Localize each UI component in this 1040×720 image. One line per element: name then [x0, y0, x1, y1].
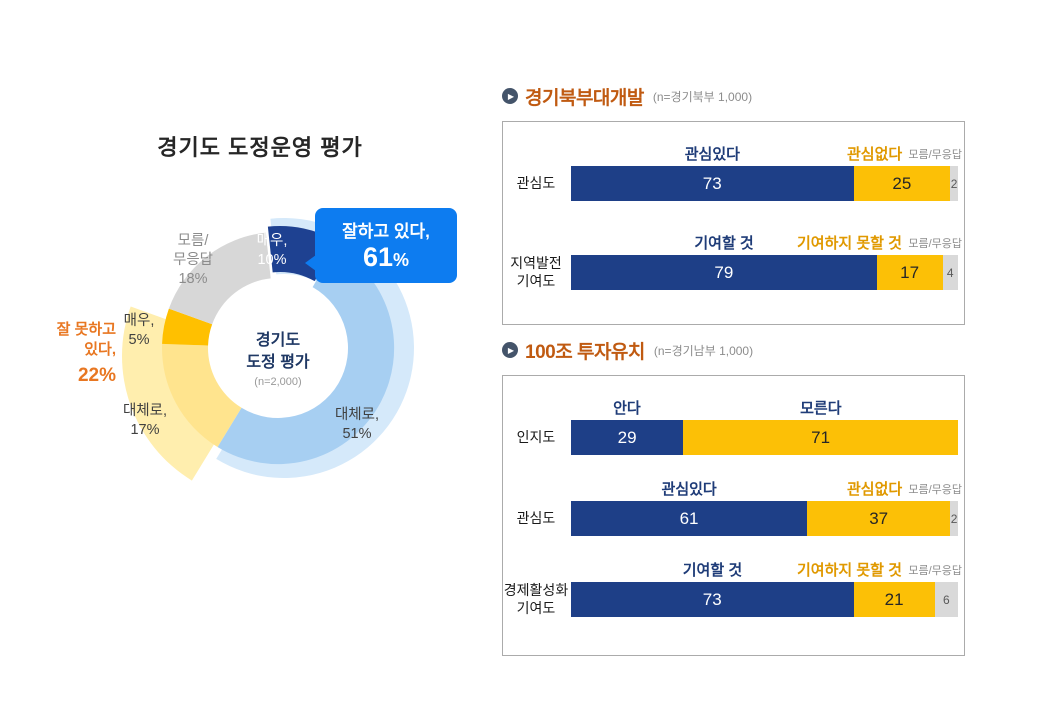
- donut-section: 경기도 도정운영 평가 매우, 10% 대체로, 51% 대체로, 17% 매우…: [40, 120, 500, 610]
- bar-segment-label-unknown: 모름/무응답: [908, 565, 962, 577]
- bar-row: 지역발전 기여도 기여할 것 기여하지 못할 것 모름/무응답 79 17 4: [503, 233, 962, 290]
- sample-size: (n=경기북부 1,000): [652, 89, 753, 104]
- donut-segment: [217, 247, 395, 465]
- negative-total-value: 22%: [77, 364, 116, 386]
- bar-labels-row: 기여할 것 기여하지 못할 것 모름/무응답: [571, 233, 962, 255]
- bar-track: 73 21 6: [571, 582, 958, 617]
- bar-segment-unknown: 2: [950, 166, 958, 201]
- donut-center-label: 경기도 도정 평가 (n=2,000): [218, 330, 338, 388]
- bar-chart-section-investment: ▶ 100조 투자유치 (n=경기남부 1,000) 인지도 안다 모른다 29 71 관…: [502, 338, 965, 656]
- donut-segment: [162, 308, 213, 346]
- bar-chart-box: 인지도 안다 모른다 29 71 관심도 관심있다 관심없다 모름/무응답 61 37 2 경제활성화 기…: [502, 375, 965, 656]
- bar-track: 79 17 4: [571, 255, 958, 290]
- section-title: 100조 투자유치: [525, 341, 645, 363]
- category-label: 경제활성화 기여도: [503, 582, 569, 616]
- bar-labels-row: 관심있다 관심없다 모름/무응답: [571, 479, 962, 501]
- donut-chart: 매우, 10% 대체로, 51% 대체로, 17% 매우, 5% 모름/ 무응답…: [118, 190, 438, 510]
- bar-segment-label-unknown: 모름/무응답: [908, 149, 962, 161]
- donut-segment-label-very-positive: 매우, 10%: [256, 233, 288, 269]
- donut-hole: [209, 279, 347, 417]
- bar-segment-label-negative: 관심없다: [847, 481, 903, 498]
- section-title: 경기북부대개발: [525, 87, 644, 109]
- positive-total-value: 61%: [362, 242, 410, 272]
- bar-chart-section-north: ▶ 경기북부대개발 (n=경기북부 1,000) 관심도 관심있다 관심없다 모름/무…: [502, 84, 965, 325]
- bar-segment-unknown: 4: [942, 255, 958, 290]
- bar-segment-label-negative: 모른다: [800, 400, 842, 417]
- category-label: 관심도: [516, 174, 556, 191]
- donut-title: 경기도 도정운영 평가: [157, 135, 363, 160]
- bar-segment-unknown: 6: [934, 582, 958, 617]
- bar-segment-positive: 61: [571, 501, 808, 536]
- bar-segment-label-unknown: 모름/무응답: [908, 484, 962, 496]
- bar-segment-label-positive: 안다: [613, 400, 641, 417]
- negative-callout: 잘 못하고 있다, 22%: [34, 320, 116, 388]
- bar-segment-positive: 73: [571, 166, 854, 201]
- arrow-bullet-icon: ▶: [502, 88, 518, 104]
- bar-track: 61 37 2: [571, 501, 958, 536]
- donut-segment-label-somewhat-negative: 대체로, 17%: [122, 403, 168, 439]
- bar-chart-box: 관심도 관심있다 관심없다 모름/무응답 73 25 2 지역발전 기여도 기여할 것 기여하지 못…: [502, 121, 965, 325]
- bar-segment-label-positive: 기여할 것: [694, 235, 754, 252]
- bar-row: 관심도 관심있다 관심없다 모름/무응답 61 37 2: [503, 479, 962, 536]
- bar-track: 73 25 2: [571, 166, 958, 201]
- bar-segment-label-positive: 관심있다: [661, 481, 717, 498]
- bar-segment-negative: 71: [683, 420, 958, 455]
- bar-labels-row: 안다 모른다: [571, 398, 958, 420]
- sample-size: (n=경기남부 1,000): [653, 343, 754, 358]
- bar-segment-positive: 73: [571, 582, 854, 617]
- bar-segment-label-negative: 기여하지 못할 것: [797, 235, 902, 252]
- positive-callout: 잘하고 있다, 61%: [305, 208, 457, 284]
- bar-segment-negative: 17: [876, 255, 943, 290]
- donut-segment: [168, 232, 271, 325]
- bar-segment-label-unknown: 모름/무응답: [908, 238, 962, 250]
- bar-row: 인지도 안다 모른다 29 71: [503, 398, 959, 455]
- bar-row: 관심도 관심있다 관심없다 모름/무응답 73 25 2: [503, 144, 962, 201]
- arrow-bullet-icon: ▶: [502, 342, 518, 358]
- section-header: ▶ 100조 투자유치 (n=경기남부 1,000): [502, 338, 965, 363]
- donut-segment-label-dont-know: 모름/ 무응답 18%: [172, 233, 214, 288]
- bar-segment-negative: 25: [853, 166, 951, 201]
- sample-size: (n=2,000): [254, 376, 302, 389]
- category-label: 지역발전 기여도: [510, 255, 562, 289]
- donut-segment-label-somewhat-positive: 대체로, 51%: [334, 407, 380, 443]
- bar-segment-unknown: 2: [950, 501, 958, 536]
- bar-row: 경제활성화 기여도 기여할 것 기여하지 못할 것 모름/무응답 73 21 6: [503, 560, 962, 617]
- category-label: 인지도: [516, 428, 556, 445]
- bar-labels-row: 관심있다 관심없다 모름/무응답: [571, 144, 962, 166]
- bar-segment-label-negative: 기여하지 못할 것: [797, 562, 902, 579]
- bar-segment-negative: 37: [807, 501, 951, 536]
- bar-track: 29 71: [571, 420, 958, 455]
- bar-segment-label-negative: 관심없다: [847, 146, 903, 163]
- bar-segment-positive: 79: [571, 255, 877, 290]
- donut-segment: [161, 343, 242, 447]
- section-header: ▶ 경기북부대개발 (n=경기북부 1,000): [502, 84, 965, 109]
- bar-segment-positive: 29: [571, 420, 684, 455]
- category-label: 관심도: [516, 509, 556, 526]
- bar-segment-negative: 21: [853, 582, 935, 617]
- bar-labels-row: 기여할 것 기여하지 못할 것 모름/무응답: [571, 560, 962, 582]
- donut-segment-label-very-negative: 매우, 5%: [123, 313, 155, 349]
- bar-segment-label-positive: 관심있다: [684, 146, 740, 163]
- bar-segment-label-positive: 기여할 것: [682, 562, 743, 579]
- callout-pointer: [305, 255, 316, 272]
